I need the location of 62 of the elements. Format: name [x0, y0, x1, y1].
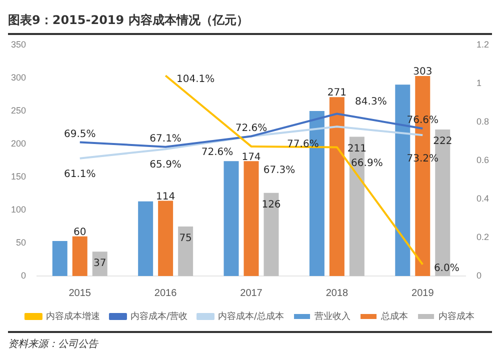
y-tick-label: 50	[16, 237, 26, 248]
data-label: 60	[73, 226, 86, 238]
data-label: 72.6%	[201, 146, 234, 158]
legend-label: 内容成本/营收	[130, 310, 188, 322]
y-tick-label: 0	[21, 270, 26, 280]
x-tick-label: 2017	[240, 288, 263, 299]
y-tick-label: 150	[10, 171, 26, 182]
bar	[244, 161, 259, 276]
y2-tick-label: 0.4	[476, 193, 490, 204]
data-label: 67.3%	[263, 165, 296, 176]
bar	[264, 192, 279, 276]
y-tick-label: 100	[10, 204, 26, 214]
data-label: 174	[242, 152, 261, 163]
legend-label: 内容成本	[438, 310, 475, 322]
y2-tick-label: 0.6	[476, 154, 490, 165]
legend-label: 总成本	[380, 310, 408, 322]
data-label: 211	[347, 143, 366, 154]
data-label: 73.2%	[406, 154, 439, 165]
data-label: 84.3%	[355, 96, 387, 108]
bar	[72, 236, 88, 276]
x-tick-label: 2018	[326, 288, 349, 299]
data-label: 69.5%	[64, 128, 96, 140]
legend-label: 内容成本/总成本	[218, 310, 284, 322]
x-tick-label: 2019	[412, 288, 434, 299]
data-label: 271	[327, 88, 346, 99]
y-tick-label: 250	[10, 105, 26, 116]
x-tick-label: 2015	[68, 288, 92, 299]
bar	[158, 200, 174, 276]
data-label: 77.6%	[287, 139, 319, 150]
x-tick-label: 2016	[154, 288, 178, 299]
data-label: 303	[413, 66, 432, 78]
data-label: 114	[156, 191, 176, 202]
y2-tick-label: 1.2	[476, 39, 490, 50]
y2-tick-label: 0.2	[476, 232, 490, 242]
y-tick-label: 300	[10, 72, 26, 82]
data-label: 37	[93, 258, 106, 270]
bar	[329, 97, 344, 276]
data-label: 61.1%	[64, 168, 96, 180]
y2-tick-label: 1	[476, 78, 482, 88]
data-label: 65.9%	[150, 160, 182, 171]
data-label: 76.6%	[406, 115, 439, 126]
y2-tick-label: 0.8	[476, 116, 490, 126]
bar	[138, 201, 154, 276]
y-tick-label: 200	[10, 138, 26, 148]
data-label: 67.1%	[150, 133, 182, 144]
legend-label: 内容成本增速	[46, 310, 100, 322]
data-label: 126	[262, 199, 281, 210]
bar	[224, 161, 239, 276]
data-label: 72.6%	[235, 122, 268, 134]
y-tick-label: 350	[10, 39, 26, 50]
bar	[178, 226, 194, 276]
legend-label: 营业收入	[314, 310, 351, 322]
data-label: 66.9%	[351, 158, 383, 169]
chart-title: 图表9：2015-2019 内容成本情况（亿元）	[8, 8, 492, 35]
text: 资料来源：公司公告	[8, 338, 100, 351]
data-label: 104.1%	[176, 74, 215, 86]
y2-tick-label: 0	[476, 270, 482, 280]
data-label: 75	[179, 233, 192, 244]
data-label: 6.0%	[434, 263, 460, 274]
bar	[52, 241, 68, 276]
data-label: 222	[433, 136, 452, 148]
bar	[92, 252, 108, 276]
